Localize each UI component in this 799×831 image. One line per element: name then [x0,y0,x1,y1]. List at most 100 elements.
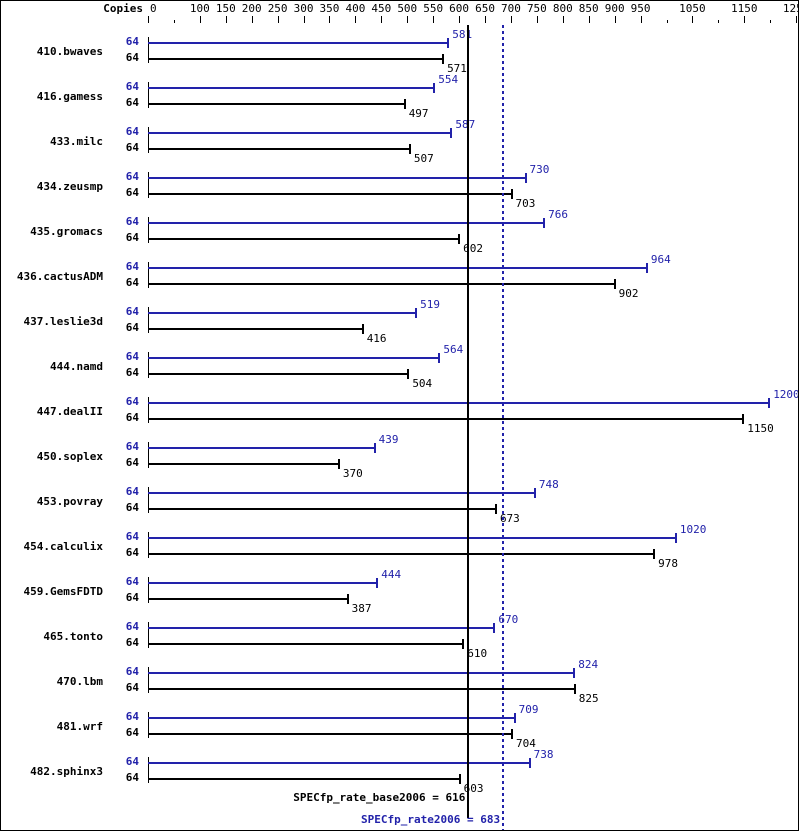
bar-endcap-base-433.milc [408,144,411,154]
axis-tick-500 [407,16,409,23]
copies-base-434.zeusmp: 64 [125,186,139,199]
axis-label-450: 450 [371,2,392,15]
benchmark-name-465.tonto: 465.tonto [43,630,103,643]
bar-peak-453.povray [148,492,536,494]
bar-peak-459.GemsFDTD [148,582,379,584]
row-axis-spine [148,307,149,333]
bar-endcap-peak-482.sphinx3 [528,758,531,768]
benchmark-row: 482.sphinx3 64 64 738 603 [1,748,798,796]
benchmark-row: 435.gromacs 64 64 766 602 [1,208,798,256]
axis-tick-550 [433,16,435,23]
axis-tick-800 [562,16,564,23]
bar-peak-435.gromacs [148,222,546,224]
axis-tick-750 [536,16,538,23]
benchmark-row: 437.leslie3d 64 64 519 416 [1,298,798,346]
copies-peak-437.leslie3d: 64 [125,305,139,318]
bar-value-peak-447.dealII: 1200 [773,388,799,401]
bar-base-437.leslie3d [148,328,364,330]
summary-peak-label: SPECfp_rate2006 = 683 [361,813,501,826]
bar-base-444.namd [148,373,410,375]
axis-tick-50 [173,20,175,23]
bar-endcap-peak-450.soplex [373,443,376,453]
bar-value-peak-481.wrf: 709 [518,703,539,716]
bar-value-base-416.gamess: 497 [408,107,429,120]
bar-value-base-459.GemsFDTD: 387 [351,602,372,615]
bar-value-base-435.gromacs: 602 [463,242,483,255]
benchmark-row: 444.namd 64 64 564 504 [1,343,798,391]
bar-base-465.tonto [148,643,465,645]
copies-peak-454.calculix: 64 [125,530,139,543]
copies-peak-465.tonto: 64 [125,620,139,633]
bar-endcap-base-454.calculix [653,549,656,559]
benchmark-row: 416.gamess 64 64 554 497 [1,73,798,121]
copies-base-410.bwaves: 64 [125,51,139,64]
copies-peak-447.dealII: 64 [125,395,139,408]
copies-base-470.lbm: 64 [125,681,139,694]
bar-value-base-453.povray: 673 [499,512,520,525]
benchmark-row: 465.tonto 64 64 670 610 [1,613,798,661]
benchmark-name-437.leslie3d: 437.leslie3d [23,315,103,328]
bar-peak-465.tonto [148,627,496,629]
copies-base-437.leslie3d: 64 [125,321,139,334]
axis-tick-450 [381,16,383,23]
bar-value-base-470.lbm: 825 [578,692,599,705]
benchmark-name-434.zeusmp: 434.zeusmp [36,180,103,193]
bar-value-base-481.wrf: 704 [516,737,536,750]
copies-peak-433.milc: 64 [125,125,139,138]
axis-tick-100 [199,16,201,23]
copies-peak-416.gamess: 64 [125,80,139,93]
axis-label-350: 350 [319,2,340,15]
bar-base-450.soplex [148,463,340,465]
copies-base-436.cactusADM: 64 [125,276,139,289]
bar-endcap-base-447.dealII [742,414,745,424]
axis-label-750: 750 [526,2,547,15]
bar-value-peak-482.sphinx3: 738 [533,748,554,761]
bar-base-481.wrf [148,733,514,735]
bar-endcap-peak-434.zeusmp [524,173,527,183]
bar-value-peak-435.gromacs: 766 [548,208,569,221]
copies-peak-459.GemsFDTD: 64 [125,575,139,588]
bar-endcap-base-481.wrf [511,729,514,739]
bar-value-peak-436.cactusADM: 964 [650,253,671,266]
plot-area: 410.bwaves 64 64 581 571 416.gamess 64 64 554 497… [1,25,799,795]
bar-value-peak-454.calculix: 1020 [679,523,707,536]
axis-label-250: 250 [267,2,288,15]
row-axis-spine [148,82,149,108]
benchmark-name-481.wrf: 481.wrf [56,720,103,733]
bar-peak-481.wrf [148,717,516,719]
axis-tick-350 [329,16,331,23]
copies-base-465.tonto: 64 [125,636,139,649]
peak-mean-reference-line [502,25,505,830]
benchmark-row: 433.milc 64 64 587 507 [1,118,798,166]
benchmark-name-447.dealII: 447.dealII [36,405,103,418]
bar-endcap-peak-436.cactusADM [645,263,648,273]
benchmark-row: 459.GemsFDTD 64 64 444 387 [1,568,798,616]
bar-value-peak-459.GemsFDTD: 444 [381,568,402,581]
bar-endcap-base-434.zeusmp [510,189,513,199]
bar-endcap-peak-444.namd [438,353,441,363]
bar-endcap-peak-470.lbm [573,668,576,678]
copies-peak-450.soplex: 64 [125,440,139,453]
axis-tick-850 [588,16,590,23]
bar-peak-416.gamess [148,87,436,89]
row-axis-spine [148,397,149,423]
axis-tick-400 [355,16,357,23]
bar-endcap-peak-410.bwaves [447,38,450,48]
bar-peak-444.namd [148,357,441,359]
copies-base-450.soplex: 64 [125,456,139,469]
copies-base-435.gromacs: 64 [125,231,139,244]
bar-base-435.gromacs [148,238,461,240]
bar-value-peak-434.zeusmp: 730 [529,163,550,176]
copies-base-433.milc: 64 [125,141,139,154]
row-axis-spine [148,577,149,603]
benchmark-name-410.bwaves: 410.bwaves [36,45,103,58]
bar-peak-450.soplex [148,447,376,449]
axis-label-550: 550 [423,2,444,15]
copies-peak-435.gromacs: 64 [125,215,139,228]
benchmark-name-470.lbm: 470.lbm [56,675,103,688]
bar-endcap-peak-453.povray [533,488,536,498]
copies-peak-434.zeusmp: 64 [125,170,139,183]
copies-peak-482.sphinx3: 64 [125,755,139,768]
axis-tick-900 [614,16,616,23]
bar-endcap-base-482.sphinx3 [458,774,461,784]
